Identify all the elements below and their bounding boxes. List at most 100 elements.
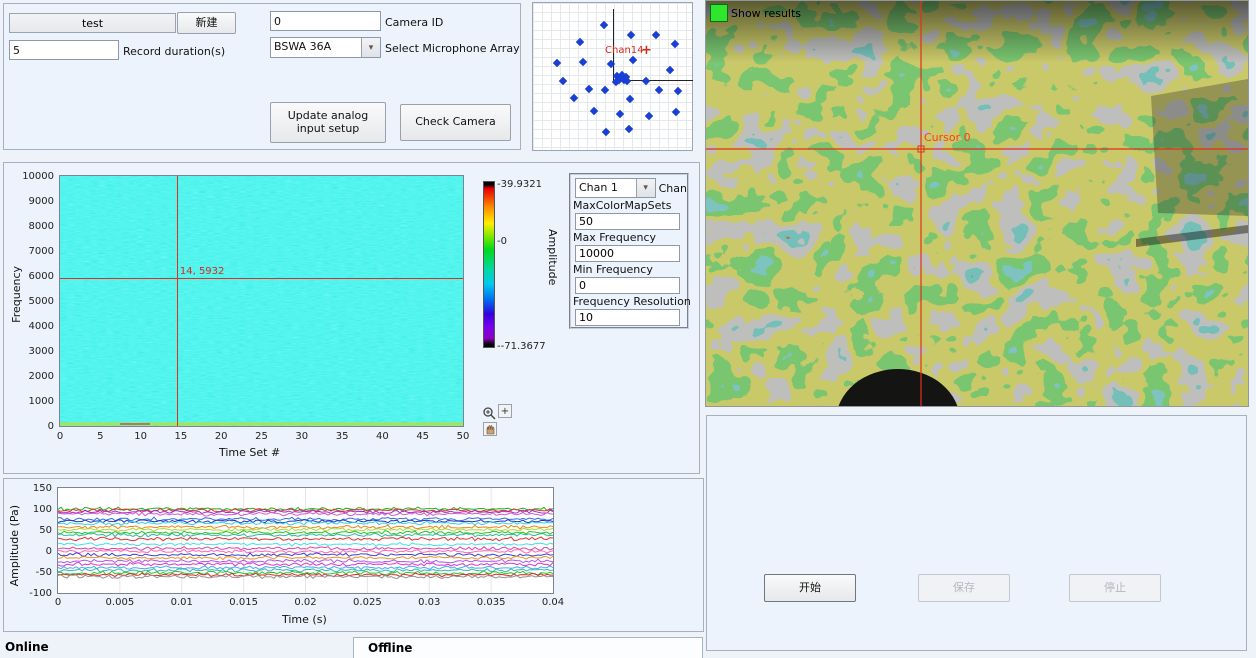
mic-point (626, 95, 634, 103)
save-button[interactable]: 保存 (918, 574, 1010, 602)
mic-point (579, 58, 587, 66)
chevron-down-icon[interactable]: ▾ (636, 179, 655, 197)
axis-tick: 25 (242, 431, 282, 442)
mic-point (616, 110, 624, 118)
array-cursor-cross-icon[interactable]: + (641, 43, 652, 58)
axis-tick: 8000 (14, 221, 54, 232)
pan-tool-icon[interactable] (483, 422, 497, 436)
maxcolormapsets-input[interactable] (575, 213, 680, 230)
camera-id-input[interactable] (270, 11, 381, 31)
mic-point (671, 40, 679, 48)
axis-tick: 0.035 (471, 597, 511, 608)
axis-tick: 45 (403, 431, 443, 442)
mic-point (642, 77, 650, 85)
colorbar-min-label: --71.3677 (497, 341, 546, 352)
axis-tick: 0 (12, 546, 52, 557)
axis-tick: 150 (12, 483, 52, 494)
update-analog-input-button[interactable]: Update analog input setup (270, 102, 386, 143)
show-results-label: Show results (731, 7, 801, 20)
mic-point (553, 59, 561, 67)
mic-point (559, 77, 567, 85)
spectrogram-xlabel: Time Set # (219, 446, 280, 459)
mic-point (627, 31, 635, 39)
start-button[interactable]: 开始 (764, 574, 856, 602)
mic-point (607, 60, 615, 68)
offline-status-box: Offline (353, 637, 703, 658)
setup-panel: test 新建 Record duration(s) Camera ID BSW… (3, 3, 521, 150)
axis-tick: 0.02 (286, 597, 326, 608)
axis-tick: 2000 (14, 371, 54, 382)
stop-button[interactable]: 停止 (1069, 574, 1161, 602)
mic-point (655, 86, 663, 94)
session-name-field[interactable]: test (9, 13, 176, 33)
axis-tick: -50 (12, 567, 52, 578)
camera-id-label: Camera ID (385, 16, 443, 29)
mic-point (625, 125, 633, 133)
colorbar-axis-label: Amplitude (546, 229, 559, 285)
max-frequency-input[interactable] (575, 245, 680, 262)
axis-tick: 10000 (14, 171, 54, 182)
min-frequency-label: Min Frequency (573, 263, 687, 276)
show-results-checkbox[interactable] (710, 4, 728, 22)
axis-tick: 1000 (14, 396, 54, 407)
mic-array-plot: Chan14 + (532, 2, 693, 151)
mic-array-dropdown[interactable]: BSWA 36A ▾ (270, 37, 381, 58)
mic-point (590, 107, 598, 115)
zoom-tool-icon[interactable] (482, 405, 496, 419)
axis-tick: 50 (443, 431, 483, 442)
axis-tick: 20 (201, 431, 241, 442)
spectrogram-cursor-hline[interactable] (60, 278, 463, 279)
frequency-resolution-input[interactable] (575, 309, 680, 326)
waveform-xlabel: Time (s) (282, 613, 327, 626)
record-duration-label: Record duration(s) (123, 45, 225, 58)
axis-tick: 7000 (14, 246, 54, 257)
record-duration-input[interactable] (9, 40, 119, 60)
new-session-button[interactable]: 新建 (177, 12, 236, 34)
frequency-resolution-label: Frequency Resolution (573, 295, 687, 308)
axis-tick: 50 (12, 525, 52, 536)
axis-tick: 15 (161, 431, 201, 442)
axis-tick: 3000 (14, 346, 54, 357)
acoustic-camera-view[interactable]: Show results Cursor 0 (705, 0, 1249, 407)
spectrogram-plot[interactable]: 14, 5932 (59, 175, 464, 427)
mic-point (570, 94, 578, 102)
axis-tick: 9000 (14, 196, 54, 207)
mic-point (602, 128, 610, 136)
offline-status-label: Offline (368, 641, 412, 655)
channel-label: Chan (659, 182, 687, 195)
check-camera-button[interactable]: Check Camera (400, 104, 511, 141)
mic-point (652, 31, 660, 39)
mic-point (645, 112, 653, 120)
analysis-controls: Chan 1 ▾ Chan MaxColorMapSets Max Freque… (569, 173, 689, 329)
waveform-plot[interactable] (57, 487, 554, 594)
spectrogram-cursor-label: 14, 5932 (180, 266, 225, 277)
mic-point (666, 66, 674, 74)
axis-tick: 0.015 (224, 597, 264, 608)
mic-point (585, 85, 593, 93)
online-status-label: Online (5, 640, 49, 654)
mic-points-layer (533, 3, 692, 150)
maxcolormapsets-label: MaxColorMapSets (573, 199, 687, 212)
axis-tick: 5 (80, 431, 120, 442)
axis-tick: 30 (282, 431, 322, 442)
axis-tick: 35 (322, 431, 362, 442)
camera-cursor-label: Cursor 0 (924, 131, 971, 144)
colorbar-mid-label: -0 (497, 236, 507, 247)
axis-tick: 0.01 (162, 597, 202, 608)
colorbar-max-label: -39.9321 (497, 179, 542, 190)
spectrogram-cursor-vline[interactable] (177, 176, 178, 426)
chevron-down-icon[interactable]: ▾ (361, 38, 380, 57)
array-cursor-label: Chan14 (605, 45, 644, 56)
channel-dropdown[interactable]: Chan 1 ▾ (575, 178, 656, 198)
mic-array-label: Select Microphone Array (385, 42, 520, 55)
axis-tick: 4000 (14, 321, 54, 332)
cursor-tool-icon[interactable]: + (498, 404, 512, 418)
axis-tick: 6000 (14, 271, 54, 282)
axis-tick: 40 (362, 431, 402, 442)
min-frequency-input[interactable] (575, 277, 680, 294)
max-frequency-label: Max Frequency (573, 231, 687, 244)
axis-tick: 0.04 (533, 597, 573, 608)
axis-tick: 0 (38, 597, 78, 608)
spectrogram-panel: Frequency (3, 162, 700, 474)
axis-tick: 100 (12, 504, 52, 515)
